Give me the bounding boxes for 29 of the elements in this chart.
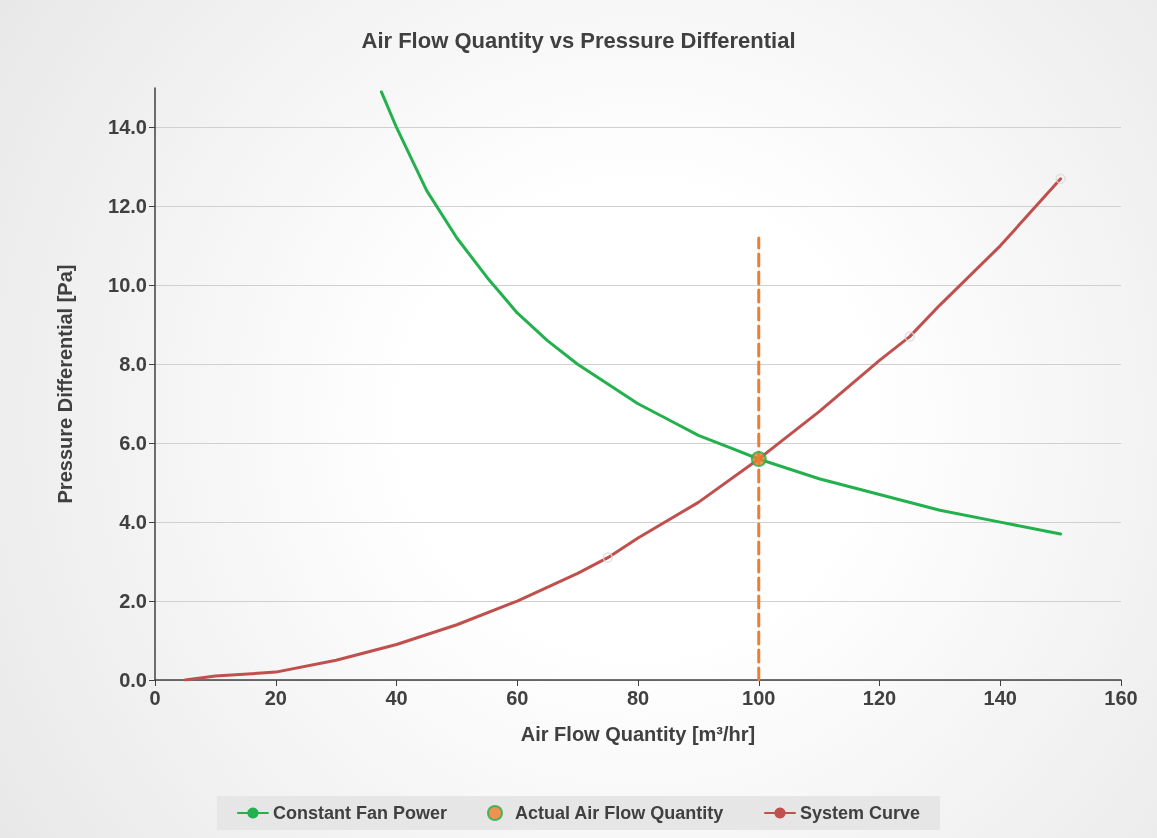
y-tick-label: 4.0 xyxy=(119,511,147,534)
point xyxy=(750,450,767,467)
legend-label: System Curve xyxy=(799,803,921,823)
point xyxy=(904,331,915,342)
y-tick-label: 14.0 xyxy=(108,116,147,139)
y-tick-label: 8.0 xyxy=(119,353,147,376)
x-tick-label: 100 xyxy=(742,687,776,709)
y-tick-label: 10.0 xyxy=(108,274,147,297)
x-tick-label: 40 xyxy=(385,687,408,709)
chart-title: Air Flow Quantity vs Pressure Differential xyxy=(361,27,796,53)
legend-label: Actual Air Flow Quantity xyxy=(514,803,724,823)
line-series xyxy=(183,177,1063,682)
x-tick-label: 140 xyxy=(983,687,1017,709)
x-tick-label: 160 xyxy=(1104,687,1138,709)
x-tick-label: 0 xyxy=(149,687,161,709)
x-axis-title: Air Flow Quantity [m³/hr] xyxy=(520,723,756,745)
y-tick-label: 6.0 xyxy=(119,432,147,455)
y-tick-label: 2.0 xyxy=(119,590,147,613)
y-tick-label: 12.0 xyxy=(108,195,147,218)
y-axis-title: Pressure Differential [Pa] xyxy=(54,264,76,504)
y-tick-label: 0.0 xyxy=(119,669,147,691)
line-series xyxy=(379,90,1063,536)
x-tick-label: 80 xyxy=(626,687,650,709)
x-tick-label: 20 xyxy=(264,687,287,709)
x-tick-label: 120 xyxy=(862,687,897,709)
x-tick-label: 60 xyxy=(506,687,529,709)
legend-label: Constant Fan Power xyxy=(272,803,447,823)
point xyxy=(1055,173,1066,185)
point xyxy=(602,552,614,563)
